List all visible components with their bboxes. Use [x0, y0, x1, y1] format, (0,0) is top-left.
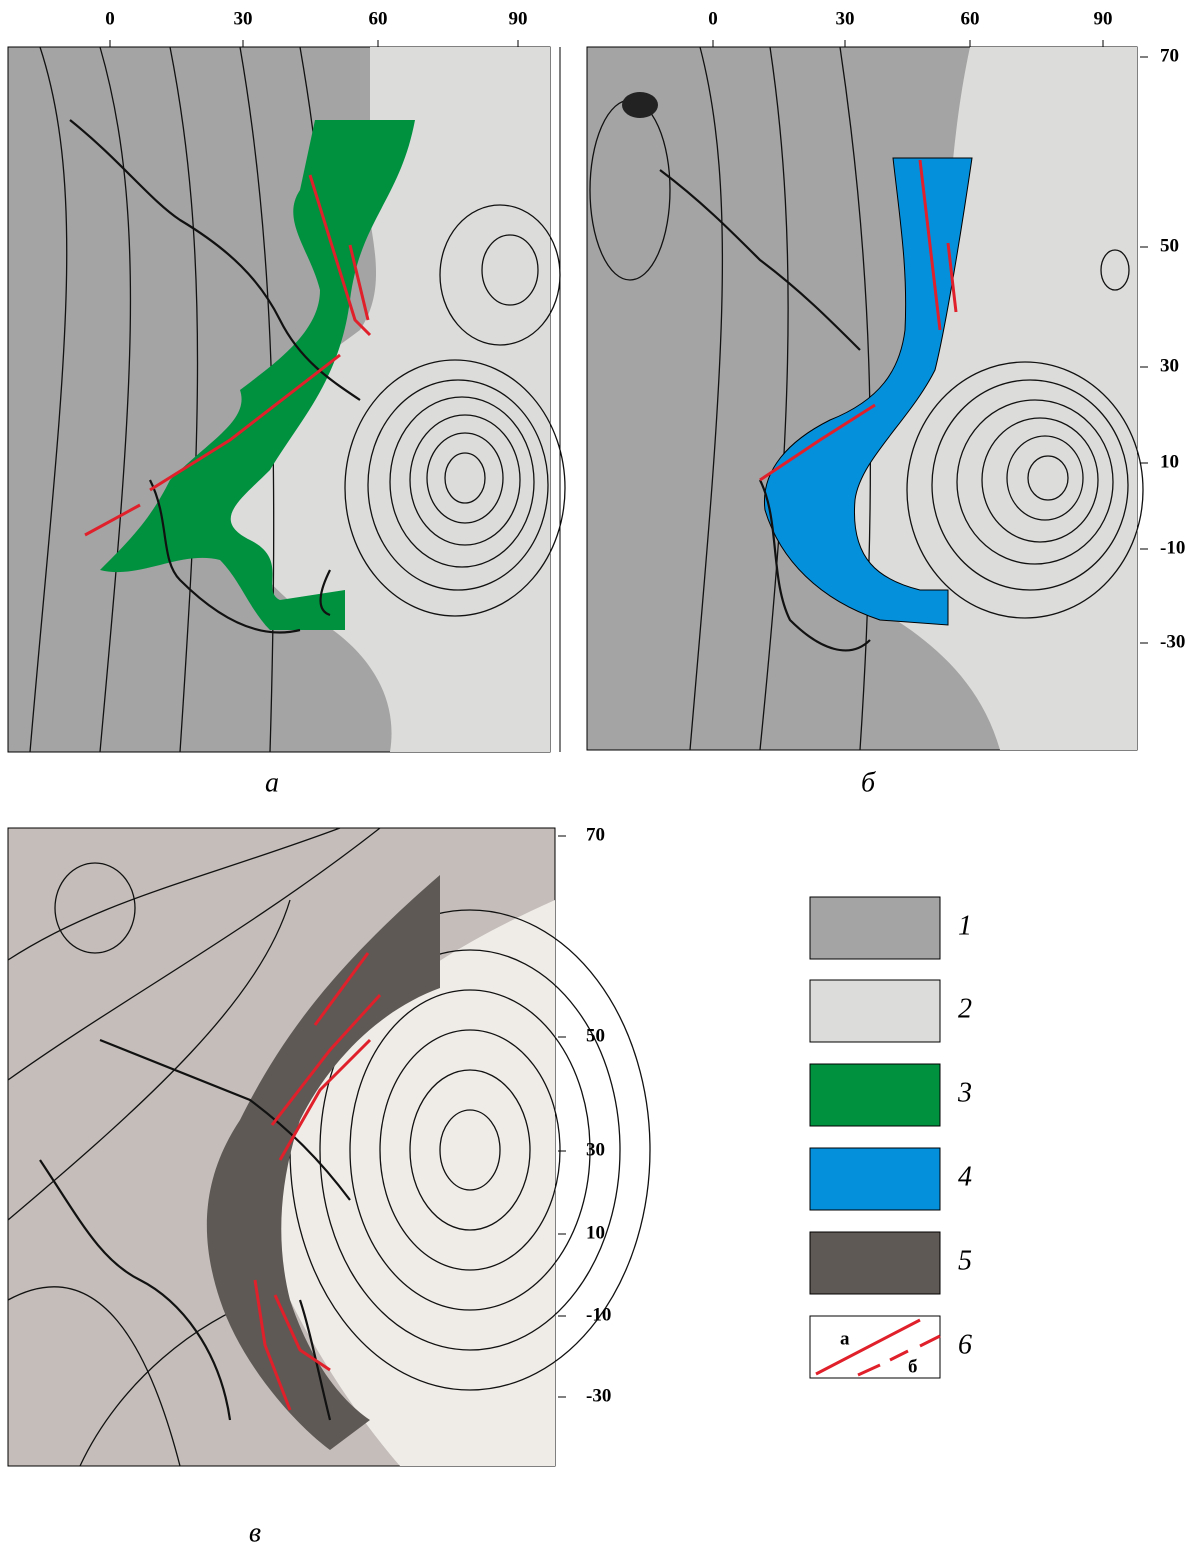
right-tick-label: -30 — [586, 1385, 611, 1406]
panel-caption: а — [265, 767, 279, 798]
right-tick-label: 70 — [586, 824, 605, 845]
legend-swatch — [810, 1064, 940, 1126]
legend-swatch — [810, 897, 940, 959]
legend-sub-label: а — [840, 1328, 850, 1349]
right-tick-label: -30 — [1160, 631, 1185, 652]
map-a — [8, 47, 565, 752]
top-tick-label: 90 — [509, 8, 528, 29]
panel-caption: в — [249, 1517, 261, 1548]
legend-label: 1 — [958, 910, 972, 941]
right-tick-label: 50 — [586, 1025, 605, 1046]
map-c — [8, 828, 650, 1466]
page: 0 30 60 90 а 0 30 60 90 70 50 30 10 -10 -30 б 70 50 30 10 -1… — [0, 0, 1191, 1555]
figure: 0 30 60 90 а 0 30 60 90 70 50 30 10 -10 -30 б 70 50 30 10 -1… — [0, 0, 1191, 1555]
lake — [622, 92, 658, 118]
legend-swatch — [810, 1148, 940, 1210]
top-tick-label: 30 — [234, 8, 253, 29]
top-tick-label: 60 — [369, 8, 388, 29]
top-tick-label: 0 — [708, 8, 718, 29]
top-tick-label: 30 — [836, 8, 855, 29]
right-tick-label: -10 — [1160, 537, 1185, 558]
legend-label: 6 — [958, 1329, 972, 1360]
right-tick-label: 70 — [1160, 45, 1179, 66]
right-tick-label: 30 — [1160, 355, 1179, 376]
top-tick-label: 90 — [1094, 8, 1113, 29]
legend-label: 2 — [958, 993, 972, 1024]
legend — [810, 897, 940, 1378]
right-tick-label: 30 — [586, 1139, 605, 1160]
legend-label: 5 — [958, 1245, 972, 1276]
right-tick-label: -10 — [586, 1304, 611, 1325]
legend-label: 4 — [958, 1161, 972, 1192]
top-tick-label: 60 — [961, 8, 980, 29]
legend-label: 3 — [957, 1077, 972, 1108]
right-tick-label: 10 — [1160, 451, 1179, 472]
panel-caption: б — [861, 767, 876, 798]
legend-swatch — [810, 980, 940, 1042]
top-tick-label: 0 — [105, 8, 115, 29]
legend-swatch — [810, 1232, 940, 1294]
map-b — [587, 47, 1143, 750]
right-tick-label: 10 — [586, 1222, 605, 1243]
legend-sub-label: б — [908, 1356, 918, 1377]
right-tick-label: 50 — [1160, 235, 1179, 256]
